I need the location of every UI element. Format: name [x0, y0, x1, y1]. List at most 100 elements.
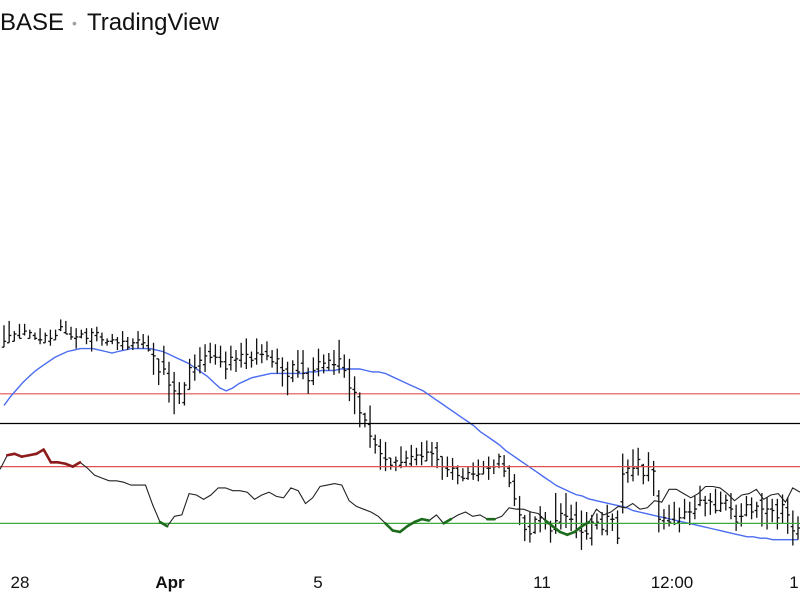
- ohlc-bar: [347, 358, 352, 402]
- ohlc-bar: [202, 344, 208, 372]
- ohlc-bar: [635, 447, 641, 476]
- ohlc-bar: [620, 453, 625, 514]
- ohlc-bar: [496, 453, 502, 469]
- oscillator-oversold-segment: [580, 520, 591, 528]
- ohlc-bar: [130, 338, 136, 351]
- ohlc-bar: [48, 329, 53, 346]
- ohlc-bar: [254, 338, 259, 365]
- ohlc-bar: [1, 325, 7, 348]
- ohlc-bar: [568, 504, 574, 531]
- ohlc-bar: [120, 331, 125, 351]
- oscillator-overbought-segment: [13, 452, 24, 458]
- ohlc-bar: [316, 348, 321, 377]
- oscillator-oversold-segment: [384, 522, 395, 532]
- separator-dot: •: [72, 15, 77, 31]
- ohlc-bar: [63, 320, 69, 335]
- ohlc-bar: [739, 503, 744, 527]
- oscillator-overbought-segment: [35, 448, 45, 456]
- oscillator-oversold-segment: [413, 517, 424, 524]
- ohlc-bar: [697, 485, 703, 507]
- ohlc-bar: [538, 506, 543, 533]
- ohlc-bar: [12, 331, 17, 342]
- ohlc-bar: [218, 345, 223, 368]
- ohlc-bar: [403, 450, 409, 467]
- ohlc-bar: [68, 326, 74, 340]
- ohlc-bar: [605, 504, 610, 536]
- oscillator-oversold-segment: [565, 530, 576, 537]
- ohlc-bar: [594, 513, 600, 530]
- oscillator-overbought-segment: [71, 461, 82, 468]
- ohlc-bar: [43, 332, 48, 344]
- ohlc-bar: [702, 495, 708, 517]
- ohlc-bar: [135, 331, 141, 349]
- ohlc-bar: [440, 455, 445, 480]
- ohlc-bar: [785, 497, 790, 534]
- ohlc-bar: [470, 462, 476, 480]
- ohlc-bar: [146, 335, 151, 352]
- ohlc-bar: [579, 510, 584, 550]
- ohlc-bar: [398, 446, 404, 469]
- oscillator-overbought-segment: [64, 462, 75, 468]
- ohlc-bar: [6, 320, 12, 344]
- x-tick-label: 1: [789, 573, 798, 592]
- ohlc-bar: [733, 504, 739, 531]
- ohlc-bar: [192, 354, 197, 381]
- oscillator-oversold-segment: [544, 519, 555, 528]
- chart-header: BASE • TradingView: [0, 8, 219, 38]
- ohlc-bar: [558, 503, 564, 530]
- ohlc-bar: [32, 332, 38, 340]
- oscillator-oversold-segment: [442, 517, 453, 525]
- symbol-label[interactable]: BASE: [0, 9, 65, 36]
- x-tick-label: 11: [533, 573, 551, 592]
- oscillator-oversold-segment: [158, 520, 169, 528]
- ohlc-bar: [269, 350, 275, 368]
- ohlc-bar: [305, 367, 311, 394]
- ohlc-bar: [244, 338, 249, 370]
- ohlc-bar: [682, 498, 687, 520]
- ohlc-bar: [527, 511, 533, 543]
- ohlc-bar: [656, 490, 661, 533]
- source-label: TradingView: [86, 9, 220, 36]
- ohlc-bar: [275, 348, 280, 374]
- ohlc-bar: [764, 497, 770, 530]
- ohlc-bar: [259, 344, 264, 364]
- ohlc-bar: [115, 336, 120, 351]
- ohlc-bar: [414, 447, 419, 466]
- ohlc-bar: [708, 493, 713, 515]
- oscillator-oversold-segment: [558, 530, 569, 537]
- ohlc-bar: [718, 491, 723, 512]
- ohlc-bar: [672, 501, 677, 526]
- ohlc-bar: [434, 441, 440, 469]
- ohlc-bar: [197, 347, 203, 374]
- ohlc-bar: [336, 339, 342, 374]
- ohlc-bar: [759, 493, 765, 527]
- ohlc-bar: [419, 441, 424, 466]
- ohlc-bar: [182, 382, 187, 406]
- ohlc-bar: [27, 329, 32, 340]
- x-tick-label: 28: [11, 573, 30, 592]
- ohlc-bar: [713, 488, 718, 514]
- ohlc-bar: [677, 507, 682, 533]
- ohlc-bar: [790, 510, 796, 546]
- ohlc-bar: [171, 371, 177, 415]
- ohlc-bar: [300, 350, 306, 380]
- ohlc-bar: [141, 334, 146, 349]
- ohlc-bar: [357, 392, 362, 428]
- ohlc-bar: [280, 357, 285, 387]
- ohlc-bar: [37, 328, 43, 345]
- ohlc-bar: [455, 465, 460, 485]
- ohlc-bar: [615, 510, 620, 545]
- ohlc-bar: [177, 382, 182, 405]
- ohlc-bar: [285, 361, 290, 396]
- ohlc-bar: [589, 514, 594, 546]
- ohlc-bar: [151, 342, 156, 375]
- ohlc-bar: [450, 458, 455, 480]
- ohlc-bar: [754, 501, 759, 518]
- ohlc-bar: [73, 328, 79, 349]
- x-tick-label: 12:00: [651, 573, 694, 592]
- ohlc-bar: [249, 351, 254, 368]
- ohlc-bar: [378, 439, 383, 470]
- ohlc-bar: [795, 516, 800, 540]
- oscillator-oversold-segment: [405, 520, 416, 528]
